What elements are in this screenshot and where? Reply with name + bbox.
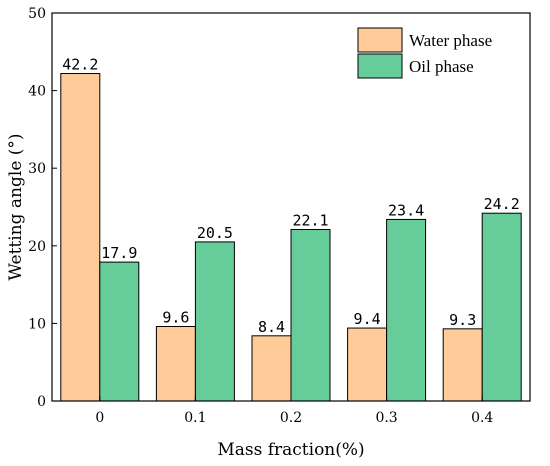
- x-tick-label: 0.1: [184, 410, 206, 426]
- bars-group: [60, 73, 522, 402]
- bar-water-phase-0.4: [442, 328, 483, 402]
- y-tick-label: 50: [28, 6, 46, 22]
- data-label-water-phase-0.2: 8.4: [258, 318, 285, 336]
- data-label-oil-phase-0.3: 23.4: [388, 201, 424, 219]
- data-label-water-phase-0: 42.2: [62, 56, 98, 74]
- data-label-water-phase-0.4: 9.3: [449, 311, 476, 329]
- data-label-water-phase-0.1: 9.6: [162, 309, 189, 327]
- bar-water-phase-0.1: [155, 326, 196, 402]
- y-axis-label: Wetting angle (°): [6, 133, 26, 280]
- x-axis-label: Mass fraction(%): [217, 440, 364, 460]
- data-labels-group: 42.2 17.9 9.6 20.5 8.4 22.1 9.4 23.4 9.3 24.2: [62, 56, 520, 336]
- bar-water-phase-0: [60, 73, 101, 402]
- y-tick-label: 20: [28, 239, 46, 255]
- data-label-water-phase-0.3: 9.4: [354, 310, 381, 328]
- data-label-oil-phase-0.2: 22.1: [292, 212, 328, 230]
- x-tick-label: 0.3: [375, 410, 397, 426]
- legend-label-oil-phase: Oil phase: [409, 57, 474, 76]
- legend-swatch-water-phase: [357, 27, 403, 53]
- data-label-oil-phase-0.4: 24.2: [484, 195, 520, 213]
- data-label-oil-phase-0: 17.9: [101, 244, 137, 262]
- y-ticks-group: 0 10 20 30 40 50: [28, 6, 57, 410]
- x-tick-label: 0.4: [471, 410, 493, 426]
- x-tick-label: 0.2: [280, 410, 302, 426]
- legend: Water phase Oil phase: [357, 27, 492, 79]
- y-tick-label: 0: [37, 394, 46, 410]
- bar-water-phase-0.3: [347, 327, 388, 402]
- bar-oil-phase-0.3: [386, 218, 427, 402]
- x-tick-label: 0: [95, 410, 104, 426]
- legend-swatch-oil-phase: [357, 53, 403, 79]
- bar-oil-phase-0: [99, 261, 140, 402]
- y-tick-label: 40: [28, 84, 46, 100]
- legend-label-water-phase: Water phase: [409, 31, 492, 50]
- bar-oil-phase-0.1: [194, 241, 235, 402]
- x-ticks-group: 0 0.1 0.2 0.3 0.4: [95, 396, 493, 426]
- bar-water-phase-0.2: [251, 335, 292, 402]
- bar-oil-phase-0.4: [481, 212, 522, 402]
- bar-oil-phase-0.2: [290, 229, 331, 402]
- data-label-oil-phase-0.1: 20.5: [197, 224, 233, 242]
- y-tick-label: 30: [28, 161, 46, 177]
- y-tick-label: 10: [28, 316, 46, 332]
